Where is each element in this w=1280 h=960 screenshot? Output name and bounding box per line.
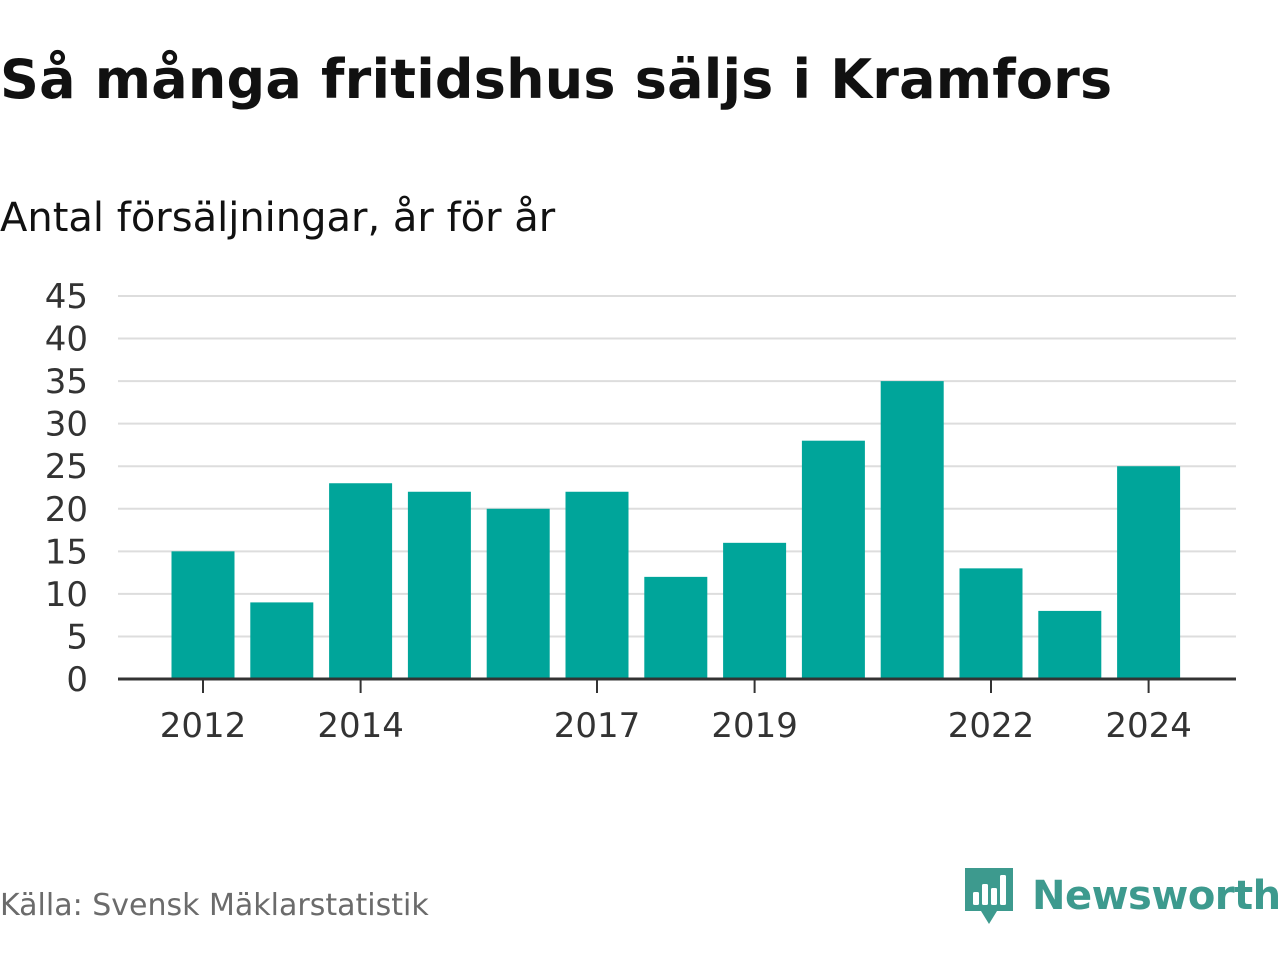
y-tick-label: 10 bbox=[45, 575, 88, 615]
y-tick-label: 40 bbox=[45, 320, 88, 360]
bar-2015 bbox=[407, 491, 471, 679]
bar-2024 bbox=[1117, 466, 1181, 679]
bar-2018 bbox=[644, 576, 708, 679]
x-tick-label: 2012 bbox=[160, 706, 247, 746]
y-tick-label: 35 bbox=[45, 362, 88, 402]
gridlines bbox=[118, 295, 1236, 638]
y-tick-label: 15 bbox=[45, 532, 88, 572]
bar-2019 bbox=[723, 542, 787, 679]
bar-2023 bbox=[1038, 610, 1102, 679]
bar-2022 bbox=[959, 568, 1023, 679]
bar-2012 bbox=[171, 551, 235, 679]
chart-title: Så många fritidshus säljs i Kramfors bbox=[0, 48, 1113, 111]
bar-2021 bbox=[880, 381, 944, 679]
bar-2013 bbox=[250, 602, 314, 679]
y-tick-label: 0 bbox=[66, 660, 88, 700]
bar-2020 bbox=[801, 440, 865, 679]
y-tick-label: 5 bbox=[66, 617, 88, 657]
chart-subtitle: Antal försäljningar, år för år bbox=[0, 195, 556, 241]
bar-2017 bbox=[565, 491, 629, 679]
x-tick-label: 2019 bbox=[711, 706, 798, 746]
x-tick-label: 2017 bbox=[554, 706, 641, 746]
brand-logo: Newsworthy bbox=[962, 864, 1280, 928]
bars bbox=[171, 381, 1181, 679]
bar-2014 bbox=[329, 483, 393, 679]
brand-name: Newsworthy bbox=[1032, 873, 1280, 919]
source-note: Källa: Svensk Mäklarstatistik bbox=[0, 888, 429, 923]
newsworthy-logo-icon bbox=[965, 868, 1013, 924]
bar-2016 bbox=[486, 508, 550, 679]
y-tick-label: 45 bbox=[45, 277, 88, 317]
x-tick-label: 2014 bbox=[317, 706, 404, 746]
x-tick-label: 2022 bbox=[948, 706, 1035, 746]
y-tick-label: 25 bbox=[45, 447, 88, 487]
x-tick-label: 2024 bbox=[1105, 706, 1192, 746]
y-tick-label: 30 bbox=[45, 405, 88, 445]
y-tick-label: 20 bbox=[45, 490, 88, 530]
x-axis-ticks: 2012 2014 2017 2019 2022 2024 bbox=[160, 679, 1192, 746]
